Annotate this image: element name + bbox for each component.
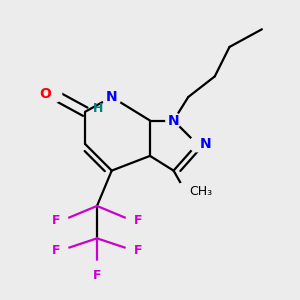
Text: F: F [93,269,101,282]
Text: F: F [52,214,60,227]
Text: N: N [106,90,118,104]
Circle shape [176,182,194,200]
Text: N: N [200,137,212,151]
Text: N: N [168,114,179,128]
Circle shape [55,214,68,227]
Circle shape [91,261,103,274]
Text: CH₃: CH₃ [190,185,213,198]
Text: F: F [134,214,142,227]
Text: F: F [134,244,142,256]
Text: O: O [40,87,51,101]
Circle shape [166,113,181,128]
Circle shape [190,136,205,152]
Circle shape [126,244,139,256]
Text: F: F [52,244,60,256]
Text: H: H [93,102,104,115]
Circle shape [55,244,68,256]
Circle shape [102,88,121,106]
Circle shape [44,85,62,103]
Circle shape [126,214,139,227]
